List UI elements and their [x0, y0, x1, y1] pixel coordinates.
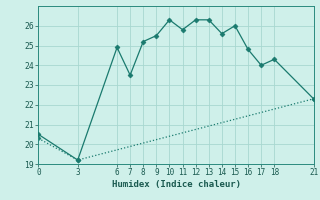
X-axis label: Humidex (Indice chaleur): Humidex (Indice chaleur)	[111, 180, 241, 189]
